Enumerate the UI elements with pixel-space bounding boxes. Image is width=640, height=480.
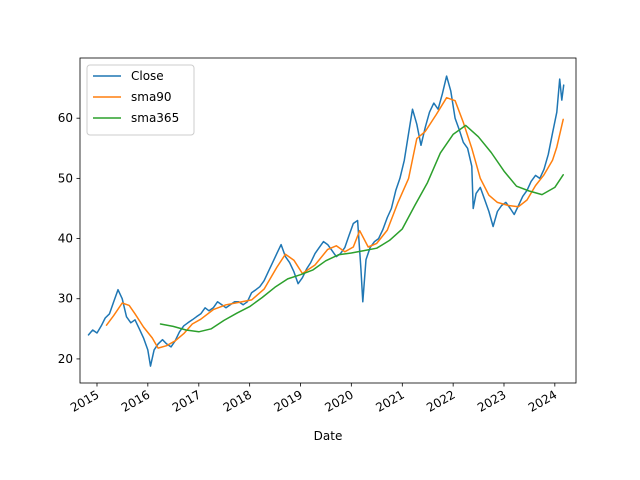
y-tick-label: 20 bbox=[58, 352, 73, 366]
x-axis-label: Date bbox=[314, 429, 343, 443]
series-layer bbox=[87, 75, 565, 367]
series-line-sma90 bbox=[105, 96, 564, 349]
legend: Close sma90 sma365 bbox=[86, 64, 195, 136]
y-tick-label: 60 bbox=[58, 111, 73, 125]
y-tick-label: 30 bbox=[58, 292, 73, 306]
series-line-sma365 bbox=[159, 124, 564, 333]
y-tick-label: 40 bbox=[58, 232, 73, 246]
legend-label-sma90: sma90 bbox=[131, 90, 172, 104]
legend-label-sma365: sma365 bbox=[131, 111, 179, 125]
plot-frame bbox=[79, 57, 577, 384]
y-tick-label: 50 bbox=[58, 171, 73, 185]
legend-label-close: Close bbox=[131, 69, 164, 83]
y-axis: 20 30 40 50 60 bbox=[58, 111, 80, 366]
